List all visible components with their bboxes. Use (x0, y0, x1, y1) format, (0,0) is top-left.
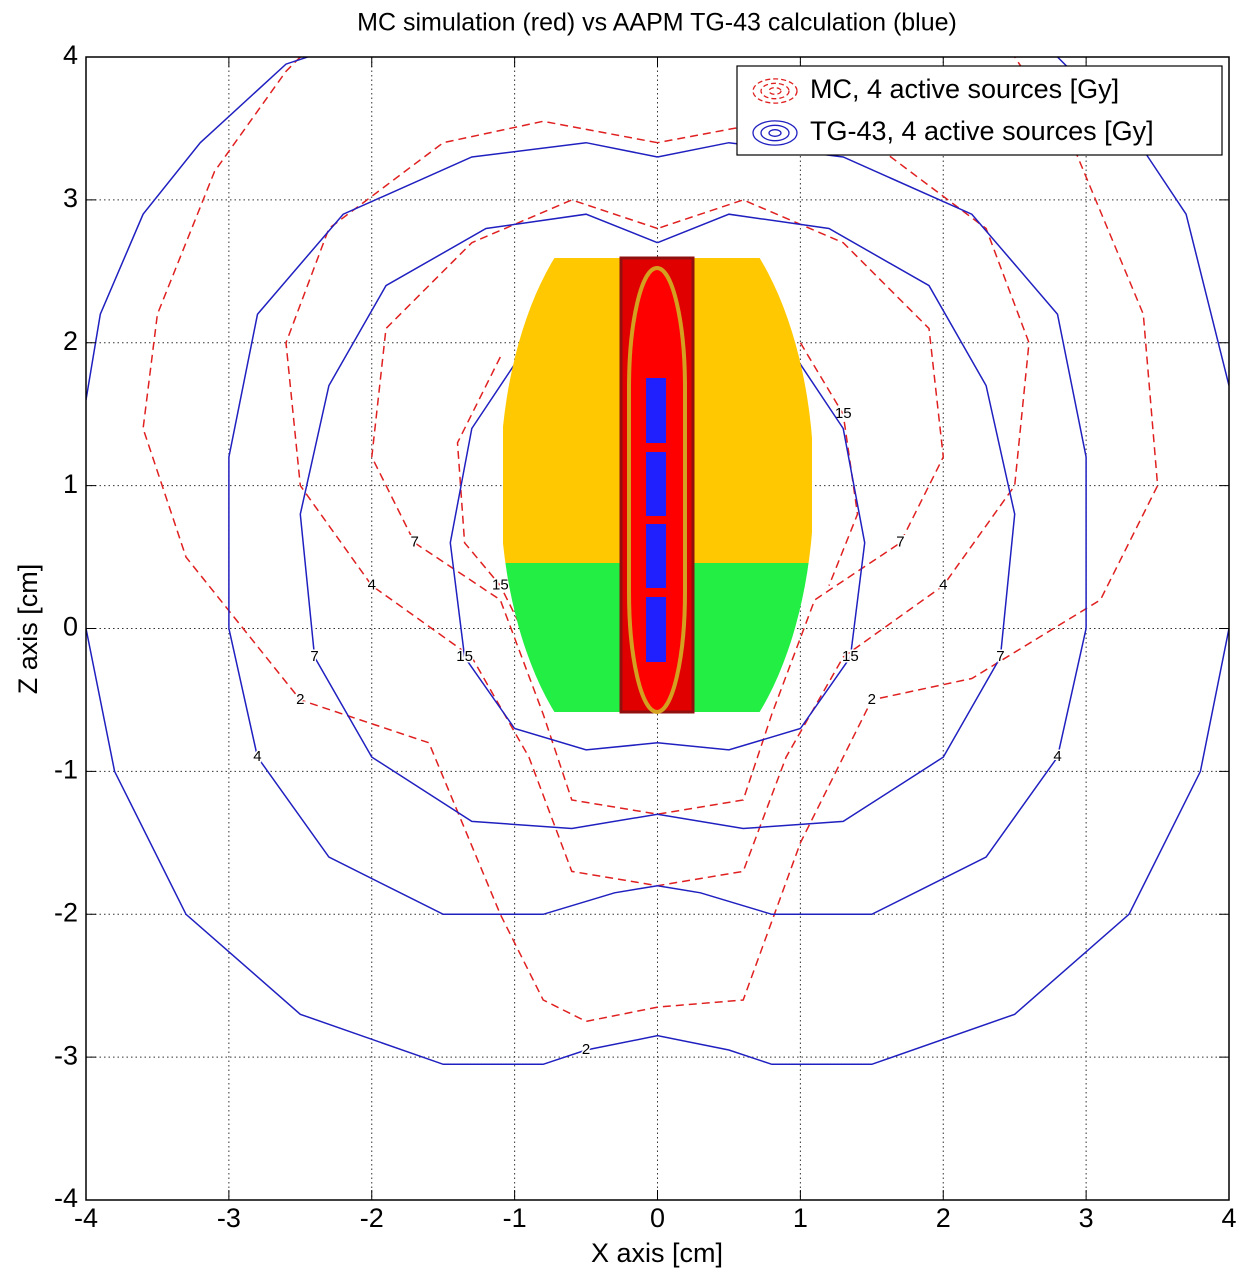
contour-label: 7 (896, 534, 904, 551)
legend-swatch (768, 87, 782, 95)
y-tick-label: -1 (54, 755, 78, 785)
contour-label: 15 (492, 577, 509, 594)
x-tick-label: 2 (936, 1203, 951, 1233)
x-tick-label: 4 (1221, 1203, 1236, 1233)
contour-label: 7 (410, 534, 418, 551)
y-tick-label: 3 (63, 183, 78, 213)
y-tick-label: -2 (54, 897, 78, 927)
legend: MC, 4 active sources [Gy] TG-43, 4 active… (736, 65, 1223, 156)
source (646, 378, 666, 443)
contour-line (371, 199, 945, 815)
contour-line (299, 213, 1016, 830)
y-axis-label: Z axis [cm] (13, 564, 43, 695)
contour-label: 15 (456, 648, 473, 665)
y-tick-label: 1 (63, 469, 78, 499)
legend-swatch (760, 82, 790, 100)
y-tick-label: -4 (54, 1183, 78, 1213)
x-tick-label: 3 (1079, 1203, 1094, 1233)
contour-label: 4 (939, 577, 947, 594)
contour-line (142, 57, 1159, 1023)
source (646, 597, 666, 662)
contour-label: 2 (868, 691, 876, 708)
contour-label: 7 (996, 648, 1004, 665)
source (646, 452, 666, 516)
y-tick-label: 4 (63, 40, 78, 70)
contour-label: 2 (296, 691, 304, 708)
y-tick-label: 0 (63, 612, 78, 642)
legend-label: TG-43, 4 active sources [Gy] (810, 116, 1154, 146)
x-tick-label: 0 (650, 1203, 665, 1233)
contour-label: 4 (368, 577, 376, 594)
legend-swatch (752, 120, 798, 146)
x-axis-label: X axis [cm] (591, 1238, 723, 1268)
contour-line (449, 342, 866, 751)
x-tick-label: -1 (503, 1203, 527, 1233)
legend-label: MC, 4 active sources [Gy] (810, 74, 1119, 104)
x-tick-label: -3 (217, 1203, 241, 1233)
ticks: -4 -3 -2 -1 0 1 2 3 4 -4 -3 -2 -1 0 1 2 3 4 (54, 40, 1237, 1233)
contour-label: 7 (310, 648, 318, 665)
x-tick-label: -2 (360, 1203, 384, 1233)
y-tick-label: -3 (54, 1040, 78, 1070)
contour-label: 4 (253, 748, 261, 765)
x-tick-label: -4 (74, 1203, 98, 1233)
contour-label: 4 (1053, 748, 1061, 765)
contour-label: 15 (842, 648, 859, 665)
x-tick-label: 1 (793, 1203, 808, 1233)
legend-swatch (768, 129, 782, 137)
applicator-overlay (503, 256, 812, 714)
contours: 22447715152244771515 (86, 57, 1229, 1066)
contour-label: 15 (835, 405, 852, 422)
chart-title: MC simulation (red) vs AAPM TG-43 calcul… (357, 9, 957, 37)
legend-box (736, 65, 1223, 156)
source (646, 524, 666, 588)
legend-swatch (760, 124, 790, 142)
legend-swatch (752, 78, 798, 104)
contour-line (228, 141, 1087, 916)
contour-label: 2 (582, 1041, 590, 1058)
y-tick-label: 2 (63, 326, 78, 356)
